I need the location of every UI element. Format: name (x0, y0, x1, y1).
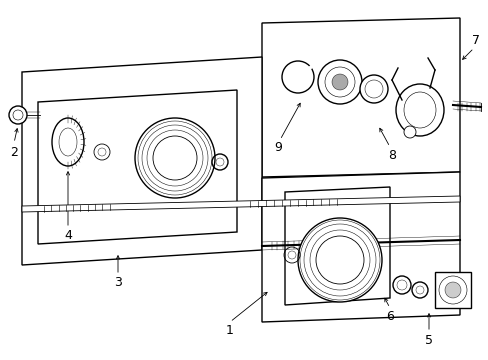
Polygon shape (262, 18, 459, 177)
Circle shape (331, 74, 347, 90)
Ellipse shape (52, 118, 84, 166)
Text: 9: 9 (273, 140, 282, 153)
Text: 1: 1 (225, 324, 233, 337)
Text: 4: 4 (64, 229, 72, 242)
Text: 3: 3 (114, 275, 122, 288)
Polygon shape (38, 90, 237, 244)
Ellipse shape (395, 84, 443, 136)
Text: 7: 7 (471, 33, 479, 46)
Circle shape (297, 218, 381, 302)
FancyBboxPatch shape (434, 272, 470, 308)
Polygon shape (262, 172, 459, 322)
Circle shape (9, 106, 27, 124)
Text: 6: 6 (385, 310, 393, 323)
Circle shape (444, 282, 460, 298)
Text: 2: 2 (10, 145, 18, 158)
Circle shape (403, 126, 415, 138)
Text: 8: 8 (387, 149, 395, 162)
Circle shape (411, 282, 427, 298)
Polygon shape (22, 57, 262, 265)
Circle shape (135, 118, 215, 198)
Polygon shape (22, 196, 459, 212)
Text: 5: 5 (424, 333, 432, 346)
Polygon shape (285, 187, 389, 305)
Circle shape (359, 75, 387, 103)
Circle shape (317, 60, 361, 104)
